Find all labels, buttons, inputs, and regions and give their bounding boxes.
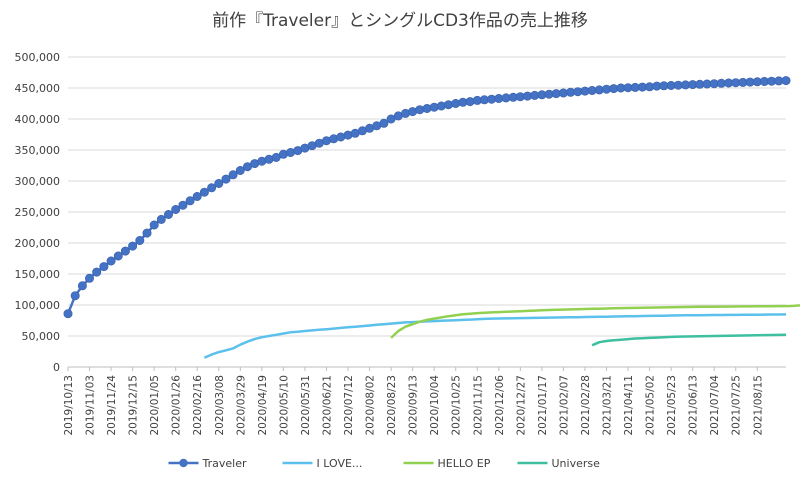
x-tick-label: 2020/09/13 bbox=[408, 375, 420, 436]
x-tick-label: 2020/10/25 bbox=[451, 375, 463, 436]
y-tick-label: 500,000 bbox=[15, 51, 61, 64]
x-tick-label: 2020/07/12 bbox=[343, 375, 355, 436]
x-tick-label: 2020/02/16 bbox=[192, 375, 204, 436]
data-point bbox=[128, 241, 138, 251]
y-tick-label: 150,000 bbox=[15, 268, 61, 281]
series-line-universe bbox=[591, 333, 787, 347]
y-tick-label: 200,000 bbox=[15, 237, 61, 250]
y-tick-label: 350,000 bbox=[15, 144, 61, 157]
x-tick-label: 2020/05/10 bbox=[278, 375, 290, 436]
data-point bbox=[120, 246, 130, 256]
x-tick-label: 2020/04/19 bbox=[257, 375, 269, 436]
data-point bbox=[221, 174, 231, 184]
y-tick-label: 450,000 bbox=[15, 82, 61, 95]
x-tick-label: 2021/05/02 bbox=[645, 375, 657, 436]
x-tick-label: 2021/07/25 bbox=[731, 375, 743, 436]
y-tick-label: 300,000 bbox=[15, 175, 61, 188]
x-tick-label: 2020/10/04 bbox=[429, 375, 441, 436]
data-point bbox=[185, 196, 195, 206]
legend-item: Traveler bbox=[168, 457, 247, 470]
legend: Traveler I LOVE... HELLO EP Universe bbox=[168, 457, 601, 470]
x-tick-label: 2020/08/02 bbox=[365, 375, 377, 436]
data-point bbox=[214, 179, 224, 189]
data-point bbox=[149, 220, 159, 230]
legend-label: Traveler bbox=[202, 457, 247, 470]
x-tick-label: 2021/03/21 bbox=[602, 375, 614, 436]
data-point bbox=[235, 166, 245, 176]
series-line-i-love bbox=[203, 313, 787, 359]
x-tick-label: 2021/02/28 bbox=[580, 375, 592, 436]
data-point bbox=[106, 256, 116, 266]
series-lines bbox=[63, 76, 800, 359]
legend-label: HELLO EP bbox=[438, 457, 491, 470]
y-tick-label: 100,000 bbox=[15, 299, 61, 312]
y-tick-label: 50,000 bbox=[22, 330, 61, 343]
x-tick-label: 2021/01/17 bbox=[537, 375, 549, 436]
data-point bbox=[178, 200, 188, 210]
x-tick-label: 2020/12/06 bbox=[494, 375, 506, 436]
legend-item: Universe bbox=[517, 457, 601, 470]
x-tick-label: 2019/12/15 bbox=[128, 375, 140, 436]
data-point bbox=[781, 76, 791, 86]
series-line-traveler bbox=[66, 79, 787, 315]
legend-label: I LOVE... bbox=[317, 457, 363, 470]
x-tick-label: 2021/08/15 bbox=[752, 375, 764, 436]
data-point bbox=[199, 187, 209, 197]
series-line-hello-ep bbox=[390, 304, 800, 339]
legend-item: HELLO EP bbox=[403, 457, 491, 470]
x-tick-label: 2020/01/05 bbox=[149, 375, 161, 436]
x-tick-label: 2020/01/26 bbox=[171, 375, 183, 436]
legend-marker bbox=[179, 458, 188, 468]
data-point bbox=[164, 210, 174, 220]
data-point bbox=[156, 214, 166, 224]
data-point bbox=[228, 170, 238, 180]
data-point bbox=[99, 262, 109, 272]
x-tick-label: 2019/11/03 bbox=[85, 375, 97, 436]
chart-title: 前作『Traveler』とシングルCD3作品の売上推移 bbox=[212, 11, 588, 31]
data-point bbox=[85, 273, 95, 283]
x-axis-ticks: 2019/10/13 2019/11/03 2019/11/24 2019/12/15… bbox=[63, 367, 764, 436]
x-tick-label: 2020/11/15 bbox=[472, 375, 484, 436]
data-point bbox=[207, 183, 217, 193]
x-tick-label: 2021/04/11 bbox=[623, 375, 635, 436]
data-point bbox=[379, 118, 389, 128]
y-tick-label: 400,000 bbox=[15, 113, 61, 126]
x-tick-label: 2020/06/21 bbox=[321, 375, 333, 436]
data-point bbox=[77, 281, 87, 291]
data-point bbox=[192, 192, 202, 202]
data-point bbox=[70, 291, 80, 301]
data-point bbox=[92, 267, 102, 277]
data-point bbox=[63, 309, 73, 319]
y-axis-ticks: 0 50,000 100,000 150,000 200,000 250,000 300,0… bbox=[15, 51, 61, 374]
y-tick-label: 250,000 bbox=[15, 206, 61, 219]
data-point bbox=[113, 251, 123, 261]
x-tick-label: 2020/05/31 bbox=[300, 375, 312, 436]
y-tick-label: 0 bbox=[53, 361, 60, 374]
x-tick-label: 2021/02/07 bbox=[558, 375, 570, 436]
x-tick-label: 2021/07/04 bbox=[709, 375, 721, 436]
data-point bbox=[135, 236, 145, 246]
x-tick-label: 2020/12/27 bbox=[515, 375, 527, 436]
x-tick-label: 2020/08/23 bbox=[386, 375, 398, 436]
x-tick-label: 2020/03/29 bbox=[235, 375, 247, 436]
x-tick-label: 2019/10/13 bbox=[63, 375, 75, 436]
x-tick-label: 2021/06/13 bbox=[688, 375, 700, 436]
data-point bbox=[142, 228, 152, 238]
x-tick-label: 2021/05/23 bbox=[666, 375, 678, 436]
legend-item: I LOVE... bbox=[282, 457, 363, 470]
legend-label: Universe bbox=[552, 457, 601, 470]
data-point bbox=[171, 205, 181, 215]
x-tick-label: 2020/03/08 bbox=[214, 375, 226, 436]
x-tick-label: 2019/11/24 bbox=[106, 375, 118, 436]
